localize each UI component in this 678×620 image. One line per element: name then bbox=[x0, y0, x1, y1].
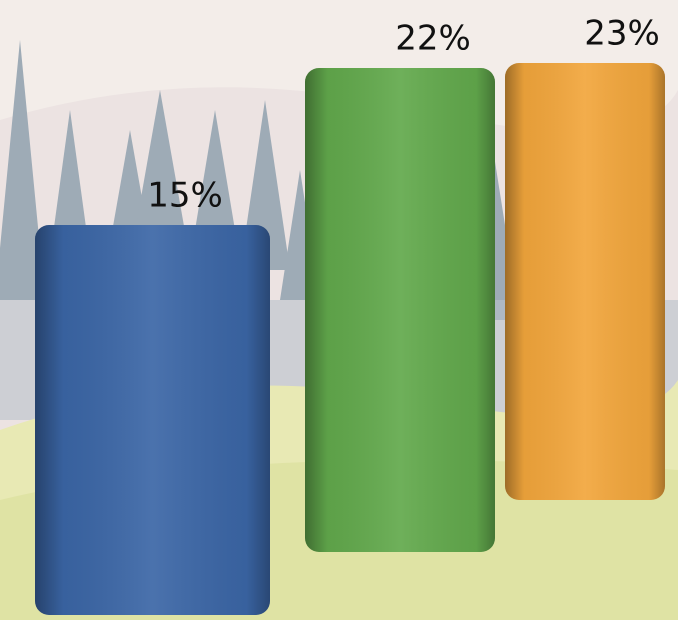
bar-shade bbox=[305, 68, 495, 552]
value-label: 23% bbox=[584, 14, 660, 54]
bar-shade bbox=[505, 63, 665, 500]
value-label: 22% bbox=[395, 19, 471, 59]
bar-shade bbox=[35, 225, 270, 615]
value-label: 15% bbox=[147, 176, 223, 216]
